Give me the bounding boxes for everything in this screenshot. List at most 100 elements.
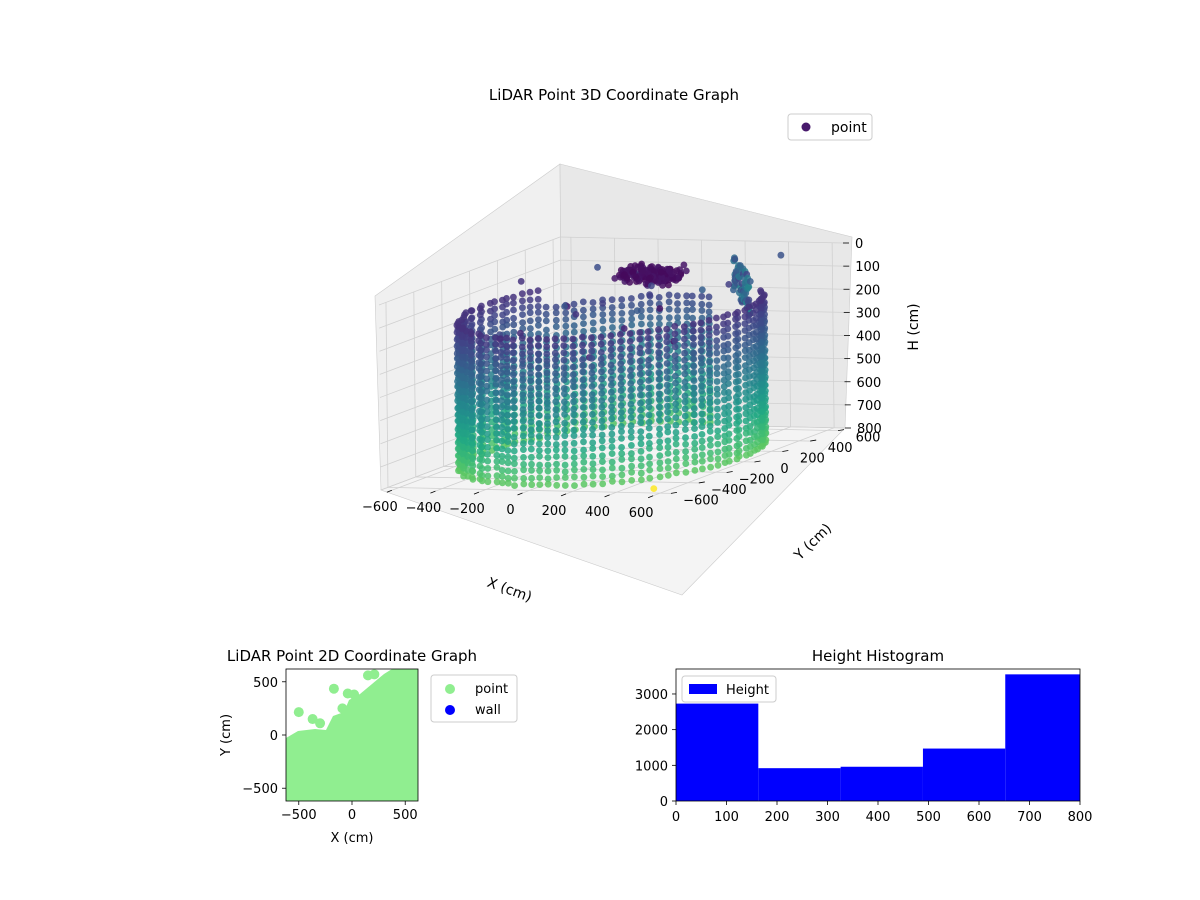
point-3d (544, 447, 552, 455)
legend-histogram-label: Height (726, 683, 769, 698)
point-3d (544, 475, 552, 483)
point-3d (528, 466, 535, 474)
point-3d (608, 424, 616, 431)
point-3d (483, 367, 491, 375)
point-3d (580, 452, 588, 460)
point-3d (519, 362, 526, 370)
point-3d (672, 440, 680, 448)
point-3d (733, 393, 740, 401)
point-3d (503, 355, 511, 363)
point-3d (527, 398, 535, 406)
point-3d (499, 323, 507, 331)
point-3d (599, 325, 607, 333)
point-3d (665, 298, 673, 306)
point-3d (493, 472, 501, 480)
point-3d (570, 460, 578, 468)
tick-3d (604, 494, 610, 498)
point-3d (626, 345, 634, 353)
point-3d (627, 352, 634, 360)
point-3d (732, 378, 740, 386)
point-3d (477, 340, 485, 347)
tick-3d (726, 471, 733, 473)
point-3d (626, 338, 634, 345)
point-3d (493, 423, 500, 431)
point-3d (672, 434, 680, 442)
point-3d (683, 306, 691, 314)
point-3d (519, 432, 527, 440)
point-3d (542, 310, 550, 318)
point-3d (757, 311, 765, 318)
point-3d (589, 311, 597, 319)
point-3d (706, 422, 714, 430)
point-3d (503, 369, 511, 376)
point-3d (580, 473, 588, 481)
point-3d (682, 440, 689, 448)
point-3d (732, 344, 740, 352)
point-3d (483, 341, 490, 348)
point-3d (655, 354, 663, 361)
point-3d (664, 395, 671, 403)
point-3d (705, 325, 713, 332)
point-3d (642, 280, 650, 288)
axes-3d: −600 −400 −200 0 200 400 600−600−400−200020040… (362, 237, 882, 521)
point-3d (493, 436, 501, 444)
point-3d (535, 390, 543, 398)
point-3d (721, 417, 728, 425)
point-3d (645, 432, 653, 440)
point-3d (645, 391, 653, 399)
point-3d (673, 469, 680, 477)
x-tick-label-histogram: 200 (765, 810, 790, 825)
point-3d (579, 341, 586, 349)
point-3d (589, 411, 596, 418)
point-3d (698, 401, 706, 409)
point-3d (497, 335, 505, 342)
point-3d (758, 408, 766, 415)
point-3d (477, 373, 485, 380)
point-3d (560, 342, 568, 349)
point-3d (520, 440, 527, 447)
point-3d (714, 448, 722, 456)
point-3d (721, 432, 729, 440)
point-3d (478, 443, 486, 451)
point-3d (743, 451, 750, 459)
point-3d (732, 371, 740, 379)
point-3d (483, 382, 491, 390)
point-3d (742, 404, 750, 411)
point-3d (656, 438, 664, 446)
point-3d (477, 388, 485, 396)
point-3d (579, 356, 586, 363)
point-3d (627, 358, 634, 366)
point-3d (588, 334, 595, 342)
point-3d (732, 337, 740, 344)
point-3d (637, 419, 645, 427)
point-3d (697, 354, 705, 362)
point-3d (636, 344, 644, 352)
tick-3d (517, 492, 523, 496)
point-3d (656, 473, 664, 481)
point-3d (672, 421, 680, 429)
point-3d (493, 408, 500, 416)
point-3d (492, 347, 500, 355)
point-3d (527, 384, 535, 392)
point-3d (627, 386, 635, 394)
point-3d (698, 410, 706, 418)
plot-2d-area (286, 669, 418, 801)
point-2d (293, 707, 304, 718)
point-3d (552, 316, 560, 324)
point-3d (637, 440, 645, 448)
point-3d (668, 270, 675, 278)
point-3d (690, 349, 698, 357)
point-3d (645, 403, 653, 411)
point-3d (626, 330, 634, 337)
point-3d (510, 293, 517, 301)
point-3d (504, 459, 512, 467)
point-3d (493, 451, 501, 459)
point-3d (698, 395, 706, 403)
point-3d (527, 331, 534, 338)
point-3d (535, 364, 542, 372)
point-3d (588, 383, 596, 390)
point-3d (691, 467, 699, 474)
point-3d (628, 295, 635, 302)
point-3d (561, 453, 569, 460)
point-3d (618, 435, 625, 442)
